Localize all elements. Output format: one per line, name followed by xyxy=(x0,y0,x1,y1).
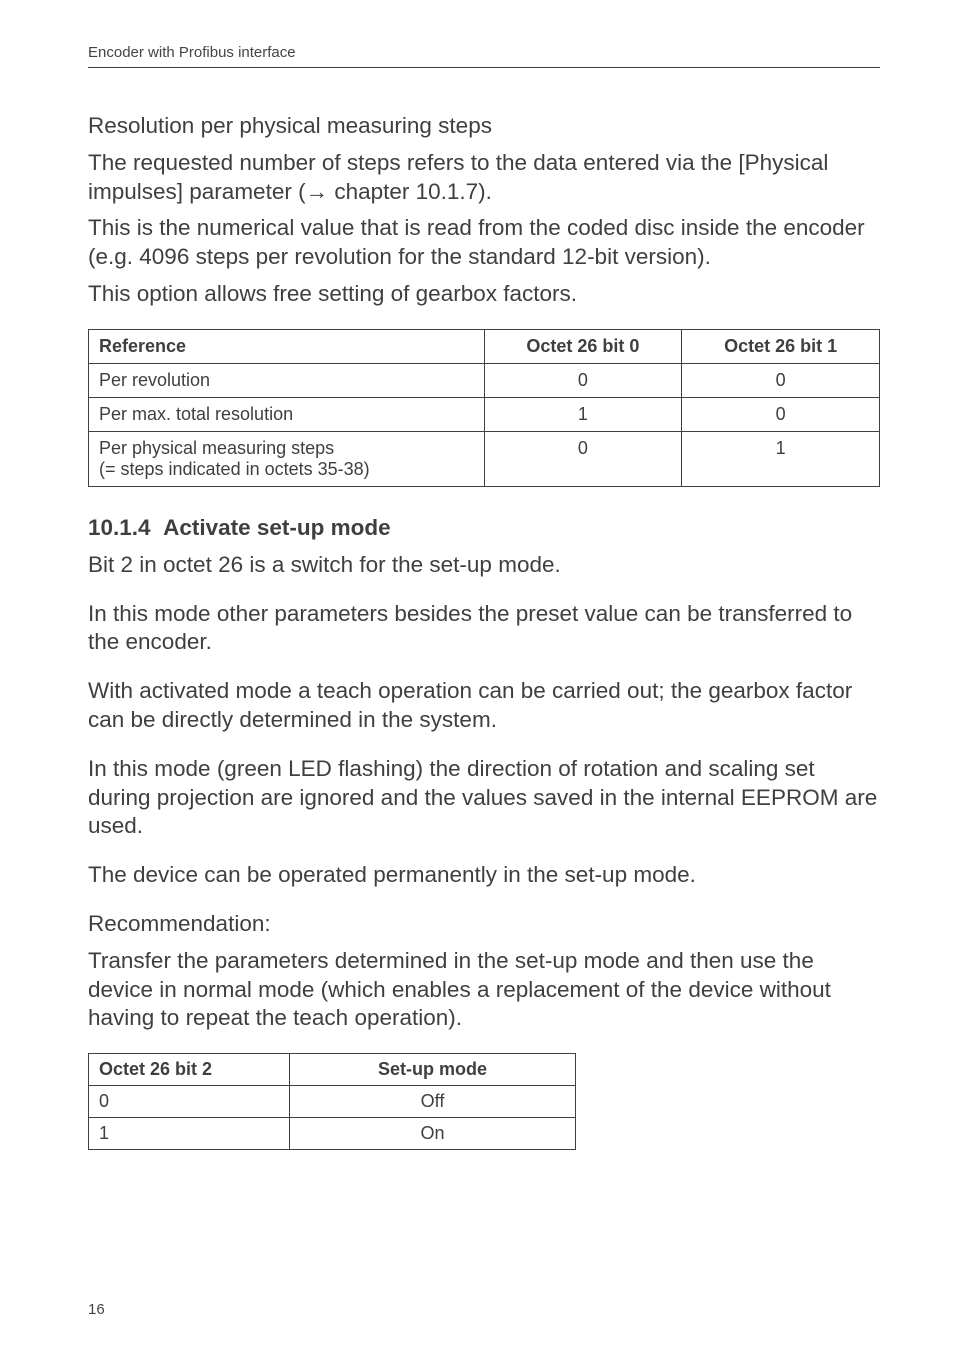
col-header-mode: Set-up mode xyxy=(290,1054,576,1086)
table-row: Reference Octet 26 bit 0 Octet 26 bit 1 xyxy=(89,329,880,363)
table-row: Per revolution 0 0 xyxy=(89,363,880,397)
section-title-text: Activate set-up mode xyxy=(163,515,391,540)
cell-mode: Off xyxy=(290,1086,576,1118)
header-title: Encoder with Profibus interface xyxy=(88,44,296,61)
intro-p1: The requested number of steps refers to … xyxy=(88,149,880,207)
section-heading: 10.1.4 Activate set-up mode xyxy=(88,515,880,541)
intro-p2: This is the numerical value that is read… xyxy=(88,214,880,272)
section-number: 10.1.4 xyxy=(88,515,151,540)
intro-p3: This option allows free setting of gearb… xyxy=(88,280,880,309)
cell-b1: 1 xyxy=(682,431,880,486)
table-row: Per max. total resolution 1 0 xyxy=(89,397,880,431)
section-p2: In this mode other parameters besides th… xyxy=(88,600,880,658)
cell-ref-line2: (= steps indicated in octets 35-38) xyxy=(99,459,370,479)
cell-b1: 0 xyxy=(682,363,880,397)
cell-octet: 1 xyxy=(89,1118,290,1150)
cell-ref-line1: Per physical measuring steps xyxy=(99,438,334,458)
col-header-reference: Reference xyxy=(89,329,485,363)
cell-b0: 0 xyxy=(484,431,682,486)
col-header-bit0: Octet 26 bit 0 xyxy=(484,329,682,363)
cell-b1: 0 xyxy=(682,397,880,431)
page-header: Encoder with Profibus interface xyxy=(88,44,880,68)
setup-mode-table: Octet 26 bit 2 Set-up mode 0 Off 1 On xyxy=(88,1053,576,1150)
cell-b0: 0 xyxy=(484,363,682,397)
section-p4: In this mode (green LED flashing) the di… xyxy=(88,755,880,841)
table-row: Octet 26 bit 2 Set-up mode xyxy=(89,1054,576,1086)
cell-ref: Per max. total resolution xyxy=(89,397,485,431)
section-p5: The device can be operated permanently i… xyxy=(88,861,880,890)
recommendation-heading: Recommendation: xyxy=(88,910,880,939)
col-header-bit1: Octet 26 bit 1 xyxy=(682,329,880,363)
cell-octet: 0 xyxy=(89,1086,290,1118)
table-row: Per physical measuring steps (= steps in… xyxy=(89,431,880,486)
col-header-octet: Octet 26 bit 2 xyxy=(89,1054,290,1086)
cell-mode: On xyxy=(290,1118,576,1150)
section-p1: Bit 2 in octet 26 is a switch for the se… xyxy=(88,551,880,580)
table-row: 0 Off xyxy=(89,1086,576,1118)
cell-ref: Per revolution xyxy=(89,363,485,397)
cell-ref: Per physical measuring steps (= steps in… xyxy=(89,431,485,486)
intro-heading: Resolution per physical measuring steps xyxy=(88,112,880,141)
cell-b0: 1 xyxy=(484,397,682,431)
reference-table: Reference Octet 26 bit 0 Octet 26 bit 1 … xyxy=(88,329,880,487)
table-row: 1 On xyxy=(89,1118,576,1150)
page-number: 16 xyxy=(88,1301,105,1318)
recommendation-body: Transfer the parameters determined in th… xyxy=(88,947,880,1033)
section-p3: With activated mode a teach operation ca… xyxy=(88,677,880,735)
